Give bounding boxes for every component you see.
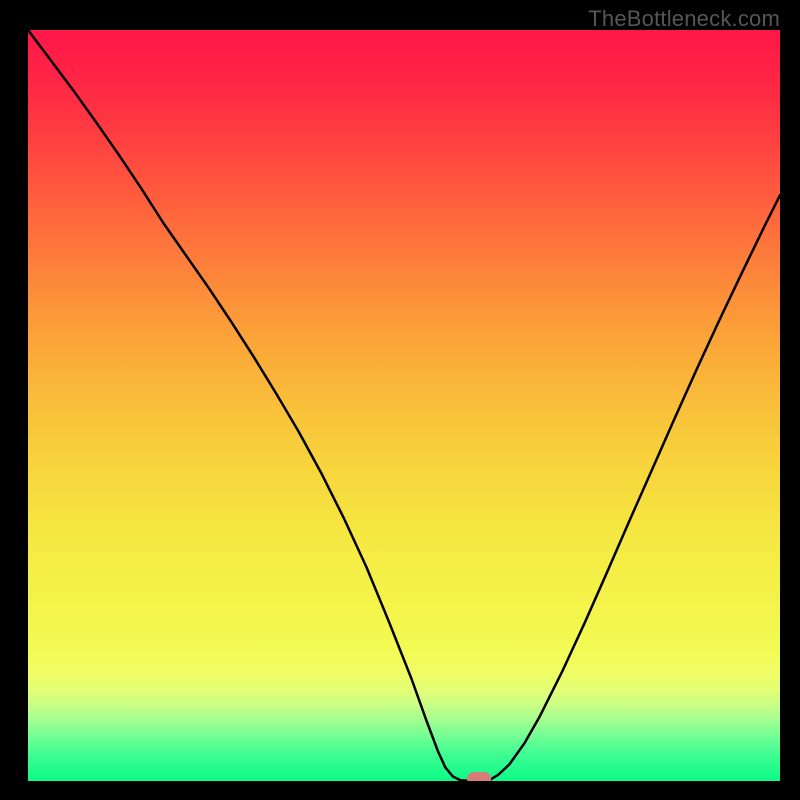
chart-frame: TheBottleneck.com <box>0 0 800 800</box>
bottleneck-chart <box>28 30 780 781</box>
optimal-point-marker <box>467 772 491 781</box>
watermark-text: TheBottleneck.com <box>588 6 780 32</box>
plot-background <box>28 30 780 781</box>
